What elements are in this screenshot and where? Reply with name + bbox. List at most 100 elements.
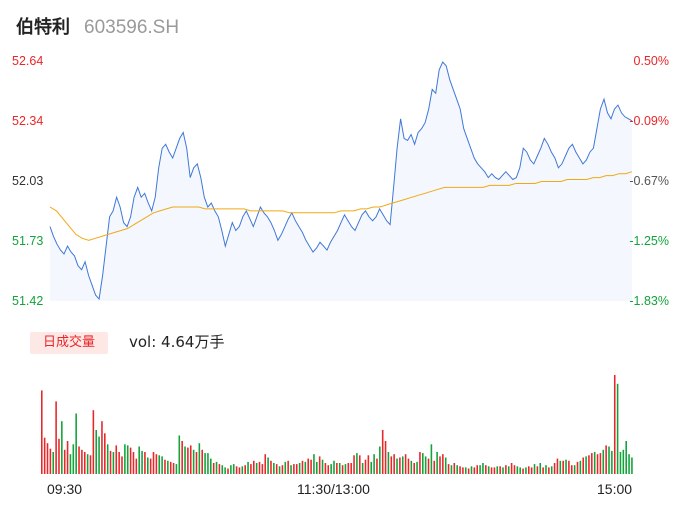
volume-bar [616, 383, 619, 474]
volume-bar [470, 466, 473, 474]
volume-bar [275, 464, 278, 474]
volume-bar [81, 449, 83, 474]
volume-bar [316, 461, 318, 474]
volume-bar [399, 457, 401, 474]
volume-bar [86, 454, 89, 474]
time-tick-close: 15:00 [597, 481, 633, 497]
pct-tick-3: -1.25% [629, 234, 669, 248]
volume-bar [144, 452, 146, 474]
volume-bar [533, 464, 536, 474]
volume-bar [330, 464, 332, 474]
volume-bar [522, 468, 524, 474]
volume-tab[interactable]: 日成交量 [30, 332, 108, 354]
volume-bar [605, 445, 607, 474]
price-tick-4: 51.42 [12, 294, 44, 308]
volume-bar [430, 444, 433, 474]
volume-bar [238, 467, 241, 474]
volume-bar [367, 455, 370, 474]
volume-bar [485, 465, 487, 474]
volume-bar [252, 460, 255, 474]
volume-bar [118, 452, 120, 474]
volume-bar [230, 465, 232, 474]
volume-bar [442, 454, 444, 474]
volume-bar [407, 458, 410, 474]
volume-bar [327, 465, 330, 474]
volume-bar [479, 465, 481, 474]
volume-bar [147, 457, 149, 474]
time-tick-midday: 11:30/13:00 [297, 481, 370, 497]
volume-bar [58, 438, 60, 474]
volume-bar [338, 463, 341, 474]
volume-bar [350, 463, 352, 474]
volume-bar [184, 446, 186, 474]
volume-bar [550, 466, 553, 474]
time-tick-open: 09:30 [47, 481, 83, 497]
volume-bar [490, 467, 493, 474]
volume-bar [611, 450, 613, 474]
volume-bar [66, 441, 69, 474]
volume-bar [295, 464, 298, 474]
price-tick-1: 52.34 [12, 114, 44, 128]
volume-bar [591, 453, 593, 474]
volume-bar [235, 466, 238, 474]
volume-bar [450, 465, 453, 474]
volume-bar [404, 454, 407, 474]
volume-bar [89, 455, 92, 474]
volume-bar [227, 468, 229, 474]
volume-bar [218, 464, 221, 474]
volume-bar [444, 457, 447, 474]
volume-bar [61, 421, 63, 474]
volume-bar [187, 447, 189, 474]
volume-bar [178, 435, 181, 474]
volume-bar [602, 449, 605, 474]
volume-bar [307, 458, 309, 474]
volume-bar [568, 460, 570, 474]
volume-bar [244, 465, 246, 474]
volume-bar [493, 467, 496, 474]
pct-tick-4: -1.83% [629, 294, 669, 308]
volume-bar [439, 456, 441, 474]
volume-bar [161, 456, 163, 474]
volume-bar [427, 458, 430, 474]
volume-bar [622, 449, 625, 474]
volume-bar [456, 465, 458, 474]
volume-bar [631, 457, 633, 474]
volume-bar [98, 436, 100, 474]
volume-bar [516, 466, 519, 474]
volume-bar [95, 430, 98, 474]
volume-bar [158, 455, 161, 474]
volume-bar [298, 463, 301, 474]
volume-bar [576, 461, 579, 474]
volume-bar [106, 444, 109, 474]
volume-bar [373, 454, 375, 474]
volume-bar [387, 452, 390, 474]
volume-bar [284, 461, 287, 474]
volume-bar [318, 456, 321, 474]
volume-bar [459, 466, 461, 474]
volume-bar [92, 410, 95, 474]
volume-bar [258, 461, 261, 474]
volume-bar [447, 464, 450, 474]
title-row: 伯特利 603596.SH [16, 13, 179, 39]
volume-bar [250, 464, 252, 474]
volume-bar [613, 375, 616, 474]
volume-bar [548, 467, 550, 474]
volume-bar [324, 463, 327, 474]
volume-bar [267, 457, 269, 474]
volume-bar [436, 452, 438, 474]
volume-bar [41, 390, 43, 474]
volume-bar [496, 466, 499, 474]
stock-name: 伯特利 [16, 17, 70, 38]
volume-bar [596, 454, 599, 474]
volume-bar [384, 441, 387, 474]
volume-bar [379, 446, 381, 474]
volume-bar [593, 452, 596, 474]
volume-bar [539, 463, 542, 474]
volume-bar [502, 467, 504, 474]
volume-bar [467, 468, 470, 474]
volume-bar [109, 450, 112, 474]
volume-bar [333, 460, 335, 474]
volume-bar [519, 467, 521, 474]
volume-bar [121, 456, 123, 474]
price-tick-0: 52.64 [12, 54, 44, 68]
